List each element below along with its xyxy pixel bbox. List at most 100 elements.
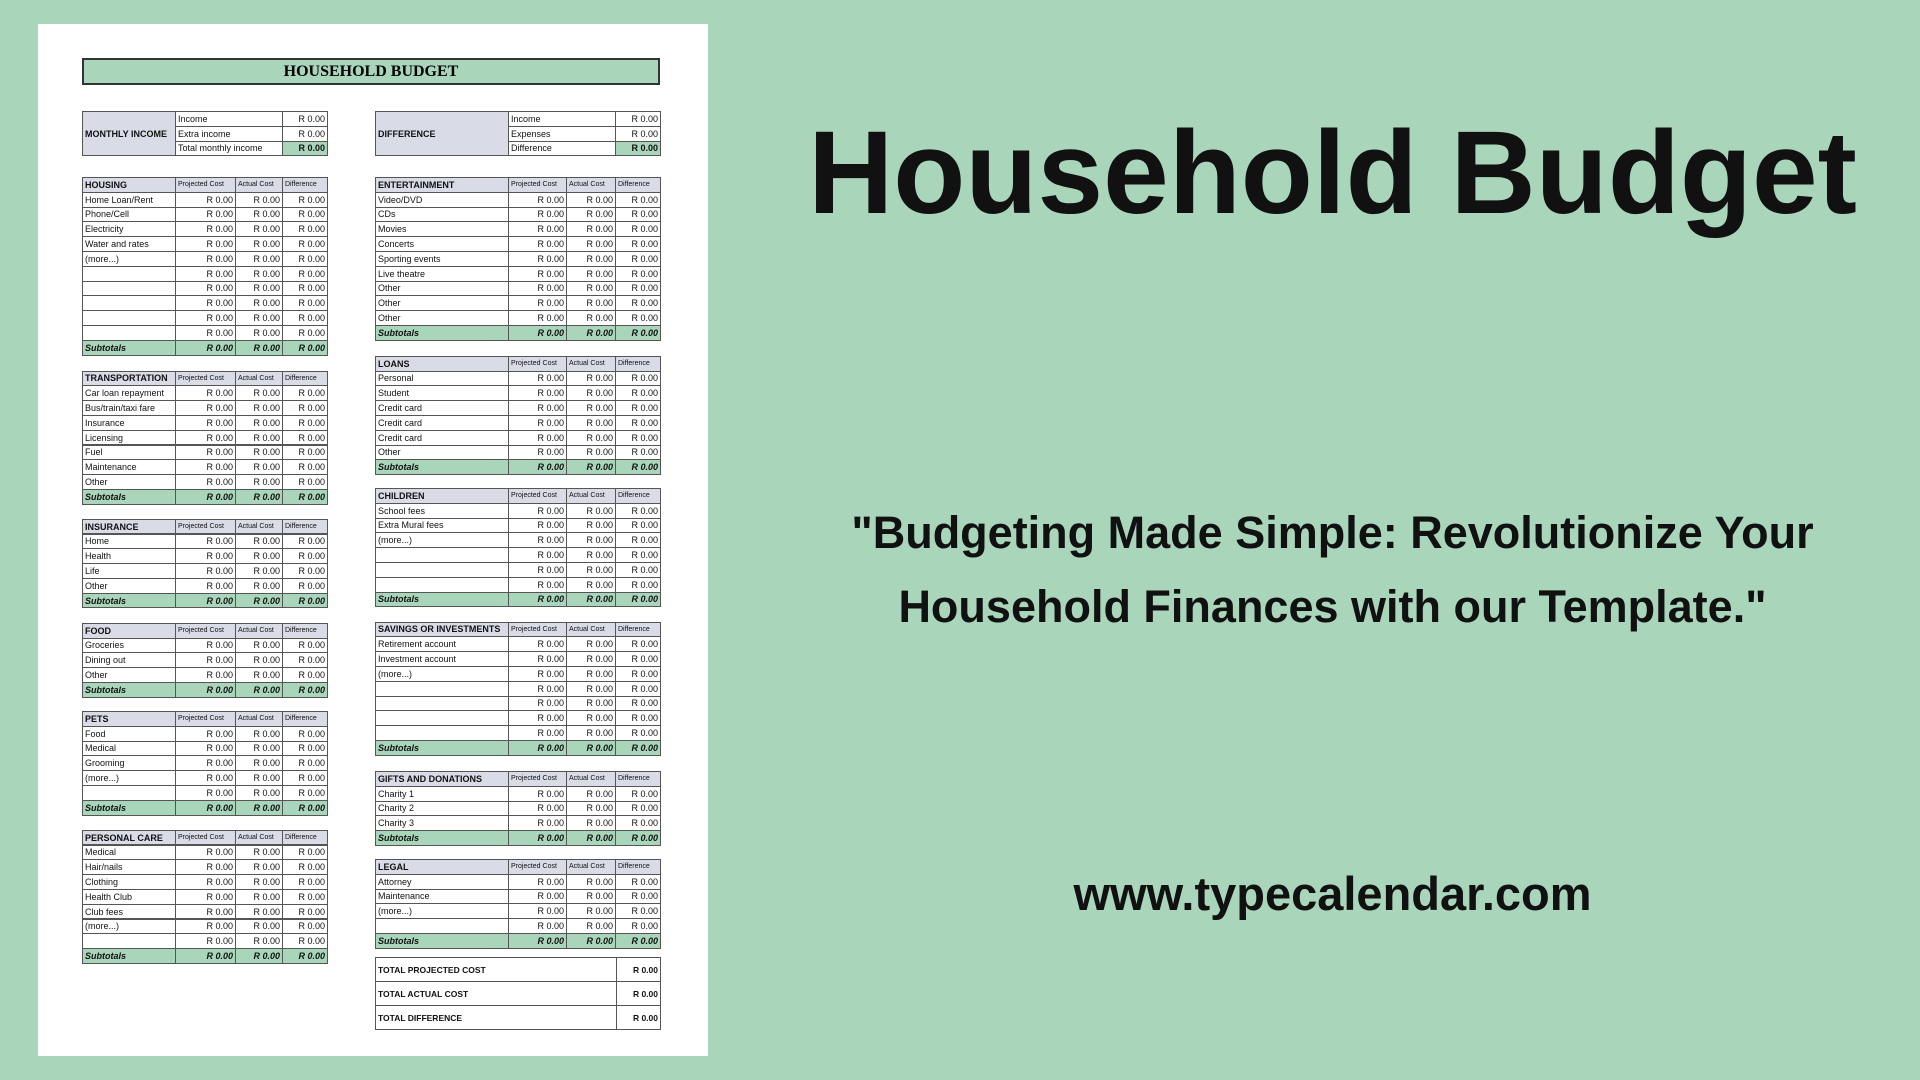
cost-value: R 0.00 bbox=[566, 725, 616, 741]
cost-value: R 0.00 bbox=[508, 903, 567, 920]
section-title: INSURANCE bbox=[82, 518, 176, 535]
column-header: Difference bbox=[615, 355, 661, 372]
cost-value: R 0.00 bbox=[615, 918, 661, 934]
row-label: (more...) bbox=[82, 770, 176, 786]
column-header: Difference bbox=[282, 829, 328, 846]
cost-value: R 0.00 bbox=[175, 755, 236, 772]
column-header: Projected Cost bbox=[175, 518, 236, 535]
row-label: Medical bbox=[82, 740, 176, 757]
cost-value: R 0.00 bbox=[282, 563, 328, 579]
cost-value: R 0.00 bbox=[615, 576, 661, 593]
cost-value: R 0.00 bbox=[235, 888, 283, 905]
cost-value: R 0.00 bbox=[175, 667, 236, 683]
subtotal: R 0.00 bbox=[282, 488, 328, 505]
row-label: Other bbox=[375, 310, 509, 326]
subtotal: R 0.00 bbox=[282, 799, 328, 816]
cost-value: R 0.00 bbox=[566, 800, 616, 817]
cost-value: R 0.00 bbox=[508, 310, 567, 326]
row-label: Insurance bbox=[82, 414, 176, 431]
cost-value: R 0.00 bbox=[175, 459, 236, 476]
section-title: SAVINGS OR INVESTMENTS bbox=[375, 621, 509, 638]
cost-value: R 0.00 bbox=[175, 236, 236, 252]
row-label: Student bbox=[375, 385, 509, 402]
cost-value: R 0.00 bbox=[566, 903, 616, 920]
row-label: Hair/nails bbox=[82, 859, 176, 876]
block-row-label: Total monthly income bbox=[175, 140, 283, 157]
cost-value: R 0.00 bbox=[235, 785, 283, 801]
cost-value: R 0.00 bbox=[566, 695, 616, 712]
block-row-label: Income bbox=[508, 111, 616, 127]
column-header: Actual Cost bbox=[566, 771, 616, 787]
cost-value: R 0.00 bbox=[282, 533, 328, 550]
total-label: TOTAL PROJECTED COST bbox=[375, 957, 617, 982]
cost-value: R 0.00 bbox=[175, 325, 236, 341]
subtotal: R 0.00 bbox=[615, 591, 661, 608]
cost-value: R 0.00 bbox=[508, 400, 567, 416]
total-value: R 0.00 bbox=[616, 1005, 661, 1030]
cost-value: R 0.00 bbox=[282, 474, 328, 490]
cost-value: R 0.00 bbox=[508, 517, 567, 534]
subtotal: Subtotals bbox=[375, 830, 509, 846]
cost-value: R 0.00 bbox=[508, 415, 567, 431]
total-label: TOTAL ACTUAL COST bbox=[375, 981, 617, 1006]
cost-value: R 0.00 bbox=[508, 680, 567, 697]
cost-value: R 0.00 bbox=[282, 785, 328, 801]
subtotal: R 0.00 bbox=[508, 459, 567, 476]
cost-value: R 0.00 bbox=[175, 874, 236, 890]
column-header: Actual Cost bbox=[235, 829, 283, 846]
cost-value: R 0.00 bbox=[235, 221, 283, 238]
cost-value: R 0.00 bbox=[615, 547, 661, 563]
subtotal: R 0.00 bbox=[615, 830, 661, 846]
cost-value: R 0.00 bbox=[615, 295, 661, 312]
subtotal: R 0.00 bbox=[175, 592, 236, 609]
cost-value: R 0.00 bbox=[235, 918, 283, 935]
cost-value: R 0.00 bbox=[615, 191, 661, 208]
cost-value: R 0.00 bbox=[508, 576, 567, 593]
subtotal: R 0.00 bbox=[235, 682, 283, 698]
row-label: CDs bbox=[375, 206, 509, 223]
column-header: Difference bbox=[282, 518, 328, 535]
subtotal: R 0.00 bbox=[508, 830, 567, 846]
block-label: MONTHLY INCOME bbox=[82, 111, 176, 157]
row-label: Other bbox=[375, 444, 509, 461]
cost-value: R 0.00 bbox=[282, 325, 328, 341]
total-value: R 0.00 bbox=[616, 981, 661, 1006]
subtotal: R 0.00 bbox=[508, 933, 567, 949]
cost-value: R 0.00 bbox=[282, 918, 328, 935]
row-label: (more...) bbox=[82, 251, 176, 267]
cost-value: R 0.00 bbox=[175, 918, 236, 935]
subtotal: R 0.00 bbox=[235, 592, 283, 609]
cost-value: R 0.00 bbox=[615, 888, 661, 905]
cost-value: R 0.00 bbox=[282, 400, 328, 416]
column-header: Actual Cost bbox=[566, 621, 616, 638]
cost-value: R 0.00 bbox=[508, 444, 567, 461]
subtotal: R 0.00 bbox=[566, 591, 616, 608]
cost-value: R 0.00 bbox=[235, 652, 283, 669]
cost-value: R 0.00 bbox=[282, 577, 328, 594]
cost-value: R 0.00 bbox=[566, 815, 616, 832]
cost-value: R 0.00 bbox=[235, 474, 283, 490]
column-header: Projected Cost bbox=[175, 829, 236, 846]
cost-value: R 0.00 bbox=[615, 710, 661, 727]
block-row-value: R 0.00 bbox=[282, 111, 328, 127]
cost-value: R 0.00 bbox=[235, 265, 283, 282]
cost-value: R 0.00 bbox=[175, 191, 236, 208]
cost-value: R 0.00 bbox=[235, 310, 283, 326]
row-label bbox=[82, 310, 176, 326]
row-label: Home Loan/Rent bbox=[82, 191, 176, 208]
section-title: FOOD bbox=[82, 622, 176, 639]
cost-value: R 0.00 bbox=[508, 502, 567, 519]
cost-value: R 0.00 bbox=[282, 667, 328, 683]
row-label: Food bbox=[82, 725, 176, 742]
cost-value: R 0.00 bbox=[615, 385, 661, 402]
row-label: Retirement account bbox=[375, 636, 509, 653]
block-label: DIFFERENCE bbox=[375, 111, 509, 157]
row-label bbox=[375, 562, 509, 578]
cost-value: R 0.00 bbox=[508, 695, 567, 712]
cost-value: R 0.00 bbox=[235, 933, 283, 950]
row-label: Water and rates bbox=[82, 236, 176, 252]
section-title: ENTERTAINMENT bbox=[375, 177, 509, 193]
cost-value: R 0.00 bbox=[615, 415, 661, 431]
budget-sheet: HOUSEHOLD BUDGET MONTHLY INCOME Income R 0… bbox=[38, 24, 708, 1056]
row-label: Medical bbox=[82, 844, 176, 861]
